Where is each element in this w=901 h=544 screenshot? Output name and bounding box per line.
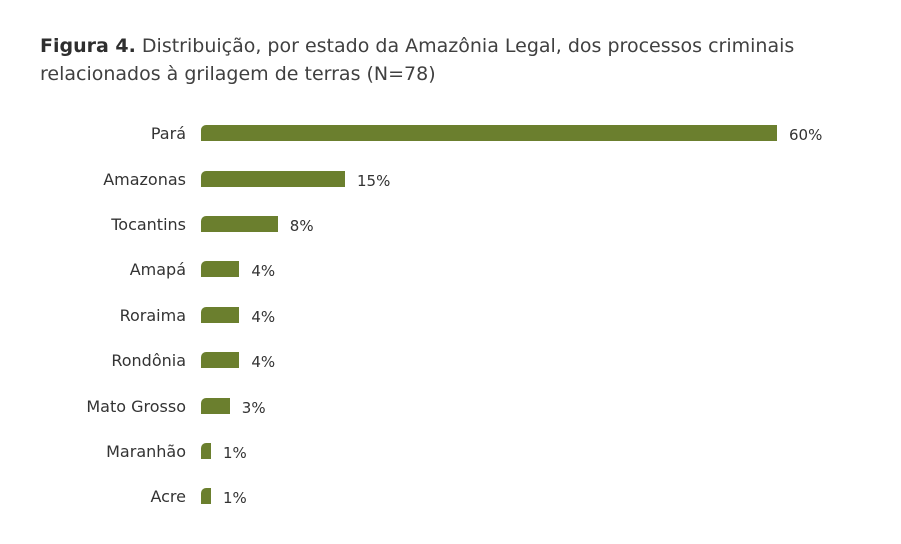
category-label: Amapá xyxy=(129,260,186,279)
bar xyxy=(201,261,240,277)
category-label: Acre xyxy=(150,487,186,506)
bar-row: Rondônia 4% xyxy=(0,349,901,373)
bar-row: Maranhão 1% xyxy=(0,440,901,464)
figure-title-bold: Figura 4. xyxy=(40,35,136,57)
bar xyxy=(201,307,240,323)
value-label: 4% xyxy=(251,308,276,326)
category-label: Amazonas xyxy=(103,170,186,189)
bar-row: Amapá 4% xyxy=(0,258,901,282)
bar xyxy=(201,216,278,232)
category-label: Rondônia xyxy=(111,351,186,370)
bar-row: Tocantins 8% xyxy=(0,213,901,237)
category-label: Pará xyxy=(150,124,186,143)
bar xyxy=(201,352,240,368)
figure-title-text: Distribuição, por estado da Amazônia Leg… xyxy=(40,35,795,85)
bar xyxy=(201,488,211,504)
value-label: 15% xyxy=(357,172,391,190)
value-label: 4% xyxy=(251,353,276,371)
bar-row: Mato Grosso 3% xyxy=(0,395,901,419)
figure-title: Figura 4. Distribuição, por estado da Am… xyxy=(40,32,840,88)
bar-row: Pará 60% xyxy=(0,122,901,146)
bar xyxy=(201,125,777,141)
category-label: Mato Grosso xyxy=(86,397,186,416)
value-label: 8% xyxy=(289,217,314,235)
bar xyxy=(201,443,211,459)
category-label: Maranhão xyxy=(106,442,186,461)
category-label: Roraima xyxy=(119,306,186,325)
bar-row: Amazonas 15% xyxy=(0,168,901,192)
value-label: 60% xyxy=(789,126,823,144)
category-label: Tocantins xyxy=(111,215,186,234)
bar-row: Acre 1% xyxy=(0,485,901,509)
value-label: 1% xyxy=(223,489,247,507)
value-label: 4% xyxy=(251,262,276,280)
bar xyxy=(201,171,345,187)
bar-row: Roraima 4% xyxy=(0,304,901,328)
value-label: 3% xyxy=(241,399,266,417)
value-label: 1% xyxy=(223,444,247,462)
bar xyxy=(201,398,230,414)
